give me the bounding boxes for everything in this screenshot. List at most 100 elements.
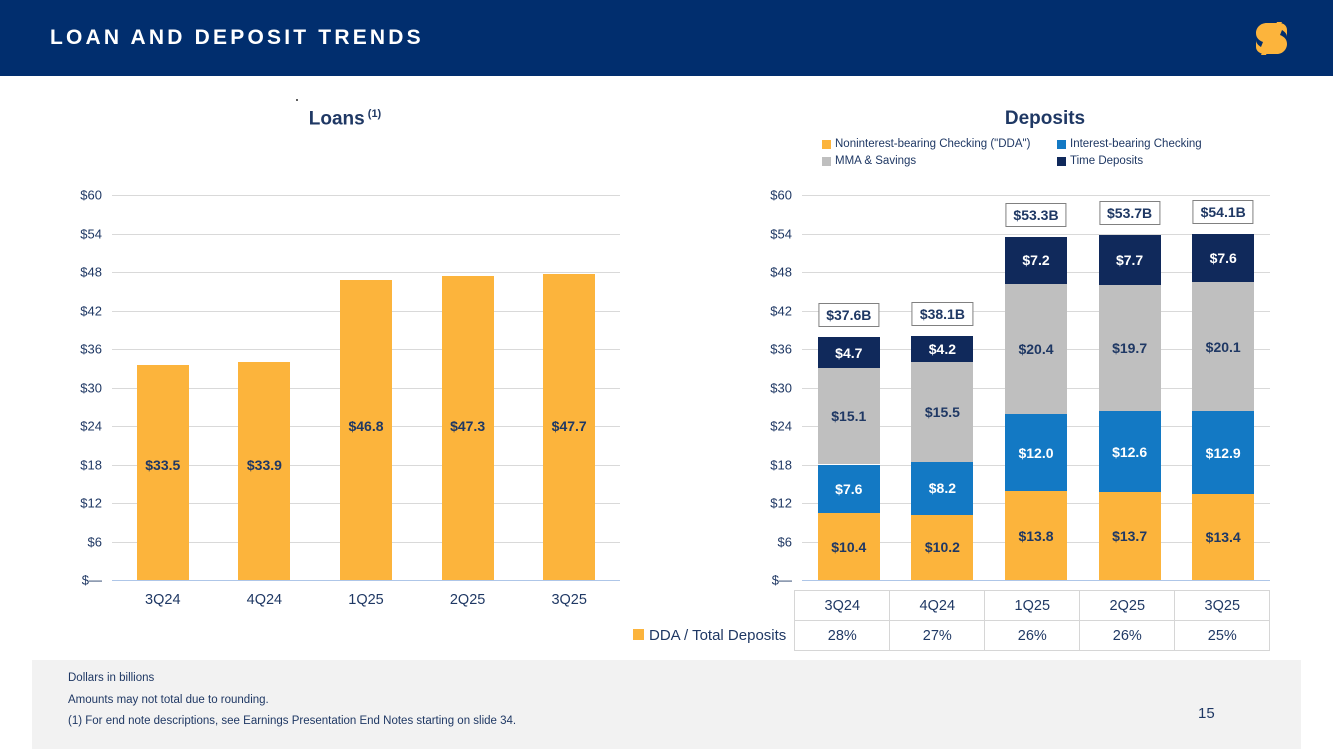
deposits-stack-segment bbox=[1098, 411, 1161, 493]
y-axis-tick-label: $48 bbox=[80, 264, 102, 280]
x-axis-category-label: 1Q25 bbox=[348, 592, 384, 608]
y-axis-tick-label: $6 bbox=[87, 534, 102, 549]
loans-bar bbox=[441, 276, 494, 580]
loans-bar-value-label: $33.5 bbox=[145, 456, 181, 473]
loans-bar bbox=[136, 365, 189, 580]
table-header-row: 3Q24 4Q24 1Q25 2Q25 3Q25 bbox=[632, 590, 1271, 621]
deposits-total-label: $38.1B bbox=[911, 301, 973, 326]
deposits-stack-segment bbox=[911, 461, 974, 515]
x-axis-category-label: 3Q25 bbox=[551, 592, 587, 608]
gridline bbox=[112, 272, 620, 273]
deposits-segment-value-label: $7.6 bbox=[835, 480, 863, 497]
table-corner-cell bbox=[632, 591, 795, 621]
footnote-line-1: Dollars in billions bbox=[68, 672, 155, 684]
deposits-total-label: $53.7B bbox=[1099, 201, 1161, 226]
loans-bar bbox=[238, 362, 291, 580]
legend-label: Interest-bearing Checking bbox=[1070, 138, 1202, 150]
y-axis-tick-label: $60 bbox=[80, 187, 102, 203]
y-axis-tick-label: $30 bbox=[80, 380, 102, 395]
deposits-segment-value-label: $20.1 bbox=[1205, 338, 1241, 355]
deposits-stack-segment bbox=[817, 464, 880, 514]
gridline bbox=[112, 233, 620, 235]
y-axis-tick-label: $24 bbox=[770, 418, 792, 434]
legend-label: Time Deposits bbox=[1070, 155, 1144, 167]
legend-item: Noninterest-bearing Checking ("DDA") bbox=[822, 138, 1057, 150]
y-axis-tick-label: $48 bbox=[770, 264, 792, 280]
deposits-segment-value-label: $12.9 bbox=[1205, 444, 1241, 461]
y-axis-tick-label: $6 bbox=[777, 534, 792, 549]
loans-bar-value-label: $47.3 bbox=[450, 418, 486, 434]
deposits-segment-value-label: $4.2 bbox=[928, 341, 957, 357]
table-column-header: 3Q24 bbox=[794, 590, 891, 621]
deposits-chart-title: Deposits bbox=[1004, 108, 1086, 129]
deposits-stack-segment bbox=[1192, 494, 1255, 580]
axis-baseline bbox=[112, 580, 620, 581]
deposits-segment-value-label: $10.2 bbox=[924, 539, 960, 556]
deposits-total-label: $37.6B bbox=[818, 303, 880, 328]
y-axis-tick-label: $30 bbox=[770, 380, 792, 395]
deposits-segment-value-label: $12.0 bbox=[1018, 444, 1054, 461]
table-column-header: 3Q25 bbox=[1174, 590, 1271, 621]
deposits-segment-value-label: $20.4 bbox=[1018, 341, 1054, 357]
legend-swatch-icon bbox=[822, 139, 831, 149]
legend-swatch-icon bbox=[822, 156, 831, 166]
company-s-logo bbox=[1256, 22, 1287, 55]
deposits-chart: $60 $54 $48 $42 $36 $30 $24 $18 $12 $6 $— $10.4 $7.6… bbox=[750, 188, 1280, 595]
legend-swatch-icon bbox=[1057, 139, 1066, 149]
loans-bar bbox=[543, 273, 596, 580]
deposits-segment-value-label: $7.2 bbox=[1022, 252, 1050, 269]
deposits-total-label: $53.3B bbox=[1005, 203, 1067, 228]
axis-baseline bbox=[802, 580, 1270, 581]
gridline bbox=[112, 195, 620, 196]
deposits-segment-value-label: $15.1 bbox=[831, 408, 867, 425]
y-axis-tick-label: $36 bbox=[80, 341, 102, 357]
table-column-header: 2Q25 bbox=[1079, 590, 1176, 621]
deposits-segment-value-label: $4.7 bbox=[835, 344, 863, 361]
deposits-stack-segment bbox=[1192, 411, 1255, 494]
y-axis-tick-label: $24 bbox=[80, 418, 102, 434]
y-axis-tick-label: $54 bbox=[80, 226, 102, 241]
table-cell-dda-ratio: 26% bbox=[984, 620, 1081, 651]
gridline bbox=[802, 195, 1270, 196]
legend-label: Noninterest-bearing Checking ("DDA") bbox=[835, 138, 1031, 150]
deposits-stack-segment bbox=[1192, 282, 1255, 412]
loans-bar-value-label: $47.7 bbox=[551, 418, 587, 434]
deposits-segment-value-label: $8.2 bbox=[928, 480, 957, 497]
dda-swatch-icon bbox=[633, 629, 644, 640]
loans-bar-value-label: $33.9 bbox=[246, 456, 282, 473]
y-axis-tick-label: $54 bbox=[770, 226, 792, 241]
deposits-stack-segment bbox=[1098, 284, 1161, 412]
deposits-segment-value-label: $13.8 bbox=[1018, 527, 1054, 544]
table-cell-dda-ratio: 28% bbox=[794, 620, 891, 651]
deposits-segment-value-label: $15.5 bbox=[924, 404, 960, 421]
y-axis-tick-label: $12 bbox=[80, 495, 102, 511]
deposits-stack-segment bbox=[817, 337, 880, 368]
deposits-stack-segment bbox=[1005, 414, 1067, 492]
y-axis-tick-label: $— bbox=[771, 572, 792, 588]
deposits-segment-value-label: $19.7 bbox=[1112, 340, 1148, 357]
deposits-stack-segment bbox=[817, 513, 880, 580]
y-axis-tick-label: $36 bbox=[770, 341, 792, 357]
x-axis-category-label: 4Q24 bbox=[246, 592, 283, 608]
legend-item: Time Deposits bbox=[1057, 155, 1143, 167]
legend-item: MMA & Savings bbox=[822, 155, 1057, 167]
deposits-segment-value-label: $7.7 bbox=[1115, 252, 1144, 269]
table-cell-dda-ratio: 26% bbox=[1079, 620, 1176, 651]
deposits-stack-segment bbox=[1005, 283, 1067, 415]
deposits-legend: Noninterest-bearing Checking ("DDA") Inte… bbox=[822, 138, 1262, 172]
loans-bar-value-label: $46.8 bbox=[348, 418, 384, 434]
loans-bar bbox=[340, 279, 392, 580]
x-axis-category-label: 2Q25 bbox=[449, 592, 486, 608]
y-axis-tick-label: $18 bbox=[80, 457, 102, 472]
gridline bbox=[802, 233, 1270, 235]
y-axis-tick-label: $42 bbox=[80, 303, 102, 318]
deposits-segment-value-label: $13.7 bbox=[1112, 528, 1148, 545]
table-column-header: 1Q25 bbox=[984, 590, 1081, 621]
dda-ratio-table: 3Q24 4Q24 1Q25 2Q25 3Q25 DDA / Total Deposits… bbox=[632, 590, 1271, 651]
deposits-stack-segment bbox=[817, 367, 880, 465]
y-axis-tick-label: $— bbox=[81, 572, 102, 588]
deposits-stack-segment bbox=[1098, 492, 1161, 580]
deposits-stack-segment bbox=[911, 362, 974, 462]
table-column-header: 4Q24 bbox=[889, 590, 986, 621]
deposits-segment-value-label: $13.4 bbox=[1205, 529, 1241, 545]
